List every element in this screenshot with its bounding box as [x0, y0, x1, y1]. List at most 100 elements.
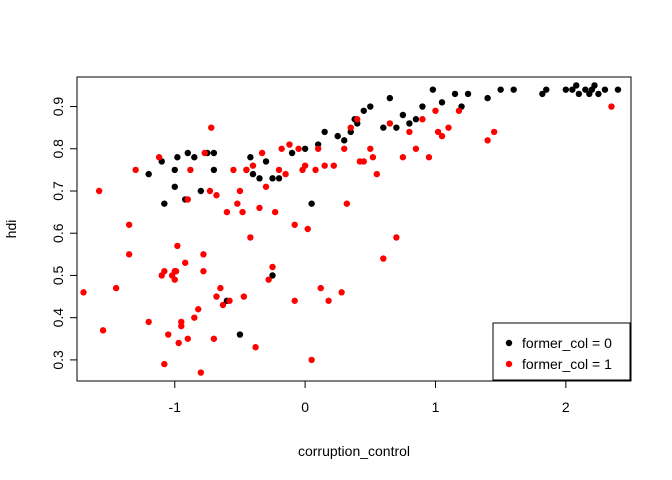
data-point	[295, 145, 302, 152]
y-tick-label: 0.8	[50, 139, 66, 159]
data-point	[399, 111, 407, 119]
x-axis: -1 0 1 2	[169, 380, 570, 415]
data-point	[208, 124, 215, 131]
data-point	[249, 162, 257, 169]
data-point	[278, 145, 285, 152]
data-point	[213, 293, 220, 300]
data-point	[165, 331, 172, 338]
x-tick-label: 2	[562, 399, 570, 415]
data-point	[291, 221, 298, 228]
data-point	[484, 94, 491, 102]
data-point	[464, 90, 472, 98]
data-point	[582, 86, 589, 93]
data-point	[262, 158, 270, 165]
data-point	[601, 86, 609, 93]
data-point	[451, 90, 459, 98]
legend-marker-former-col-0	[505, 339, 513, 347]
data-point	[262, 183, 270, 190]
data-point	[347, 124, 354, 131]
data-point	[360, 107, 367, 114]
data-point	[497, 86, 504, 93]
data-point	[184, 335, 191, 342]
data-point	[125, 221, 133, 228]
data-point	[484, 137, 491, 144]
legend-marker-former-col-1	[505, 360, 513, 368]
y-axis-label: hdi	[3, 220, 19, 239]
data-point	[219, 301, 227, 309]
data-point	[252, 344, 259, 351]
data-point	[380, 255, 387, 262]
data-point	[595, 90, 602, 98]
data-point	[569, 86, 576, 93]
data-point	[217, 284, 224, 292]
data-point	[239, 208, 246, 216]
data-point	[210, 335, 218, 342]
data-point	[195, 306, 202, 313]
data-point	[249, 170, 257, 178]
data-point	[412, 145, 420, 152]
data-point	[269, 272, 276, 279]
data-point	[161, 360, 168, 368]
data-point	[539, 90, 546, 98]
data-point	[330, 162, 337, 169]
data-point	[308, 200, 315, 207]
data-point	[291, 297, 298, 304]
data-point	[175, 339, 182, 347]
data-point	[206, 187, 214, 195]
data-point	[393, 124, 400, 131]
data-point	[341, 145, 348, 152]
data-point	[184, 149, 191, 157]
data-point	[406, 128, 413, 136]
x-tick-label: -1	[169, 399, 182, 415]
data-point	[191, 314, 198, 321]
data-point	[591, 82, 598, 89]
data-point	[419, 116, 426, 123]
y-tick-label: 0.4	[50, 308, 66, 328]
data-point	[455, 107, 463, 114]
data-point	[399, 154, 407, 161]
data-point	[429, 86, 437, 93]
data-point	[213, 192, 220, 199]
data-point	[200, 251, 207, 258]
data-point	[354, 116, 361, 123]
data-point	[543, 86, 550, 93]
y-tick-label: 0.6	[50, 223, 66, 243]
data-point	[265, 276, 272, 283]
data-point	[275, 166, 283, 174]
data-point	[125, 251, 133, 258]
data-point	[304, 225, 311, 233]
data-point	[256, 204, 263, 212]
data-point	[247, 154, 254, 161]
x-tick-label: 0	[301, 399, 309, 415]
data-point	[210, 166, 218, 174]
data-point	[334, 132, 341, 140]
data-point	[575, 90, 583, 98]
y-tick-label: 0.5	[50, 266, 66, 286]
data-point	[490, 128, 498, 136]
data-point	[184, 196, 191, 203]
data-point	[380, 124, 387, 131]
data-point	[132, 166, 139, 174]
data-point	[161, 200, 168, 207]
data-point	[510, 86, 517, 93]
data-point	[145, 170, 152, 178]
data-point	[187, 166, 194, 174]
data-point	[412, 116, 420, 123]
data-point	[174, 242, 181, 250]
data-point	[562, 86, 570, 93]
data-point	[80, 289, 87, 296]
data-point	[236, 187, 244, 195]
data-point	[258, 149, 266, 157]
data-point	[286, 141, 293, 148]
data-point	[145, 318, 152, 326]
data-point	[243, 166, 250, 174]
data-point	[373, 170, 381, 178]
data-point	[321, 162, 328, 169]
data-point	[223, 208, 231, 216]
data-point	[308, 356, 315, 364]
y-tick-label: 0.7	[50, 181, 66, 201]
y-tick-label: 0.9	[50, 97, 66, 117]
data-point	[573, 82, 580, 89]
data-point	[247, 234, 254, 241]
